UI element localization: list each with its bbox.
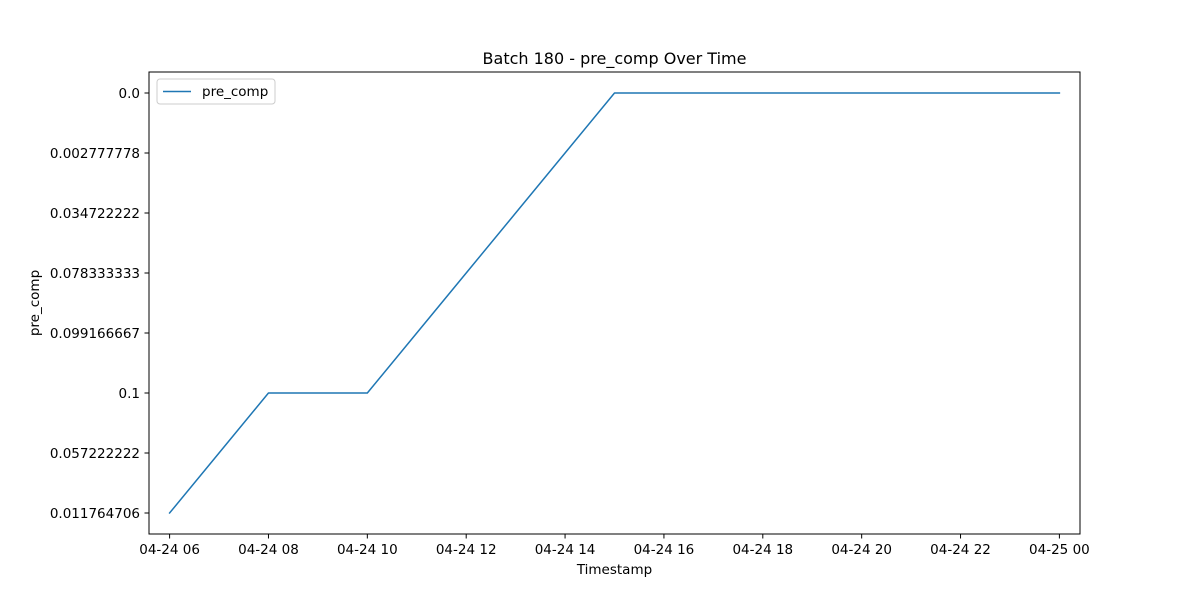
x-tick-label: 04-24 12 xyxy=(436,542,497,558)
y-axis-ticks: 0.011764706 0.057222222 0.1 0.099166667 0.07… xyxy=(50,86,149,522)
y-tick-label: 0.002777778 xyxy=(50,146,140,162)
y-tick-label: 0.1 xyxy=(119,386,140,402)
x-tick-label: 04-24 22 xyxy=(930,542,991,558)
y-axis-label: pre_comp xyxy=(27,270,43,336)
x-tick-label: 04-24 20 xyxy=(831,542,892,558)
x-tick-label: 04-25 00 xyxy=(1029,542,1090,558)
x-axis-ticks: 04-24 06 04-24 08 04-24 10 04-24 12 04-24 14… xyxy=(139,534,1090,558)
plot-frame xyxy=(148,71,1081,535)
x-axis-label: Timestamp xyxy=(576,562,652,578)
y-tick-label: 0.057222222 xyxy=(50,446,140,462)
chart-title: Batch 180 - pre_comp Over Time xyxy=(483,49,747,69)
x-tick-label: 04-24 06 xyxy=(139,542,200,558)
x-tick-label: 04-24 16 xyxy=(634,542,695,558)
y-tick-label: 0.078333333 xyxy=(50,266,140,282)
series-line-pre-comp xyxy=(168,92,1061,515)
legend-box xyxy=(156,78,276,105)
y-tick-label: 0.034722222 xyxy=(50,206,140,222)
x-tick-label: 04-24 10 xyxy=(337,542,398,558)
x-tick-label: 04-24 08 xyxy=(238,542,299,558)
x-tick-label: 04-24 14 xyxy=(535,542,596,558)
legend: pre_comp xyxy=(156,78,276,105)
y-tick-label: 0.099166667 xyxy=(50,326,140,342)
legend-label-pre-comp: pre_comp xyxy=(202,84,268,100)
x-tick-label: 04-24 18 xyxy=(732,542,793,558)
y-tick-label: 0.0 xyxy=(119,86,140,102)
y-tick-label: 0.011764706 xyxy=(50,506,140,522)
